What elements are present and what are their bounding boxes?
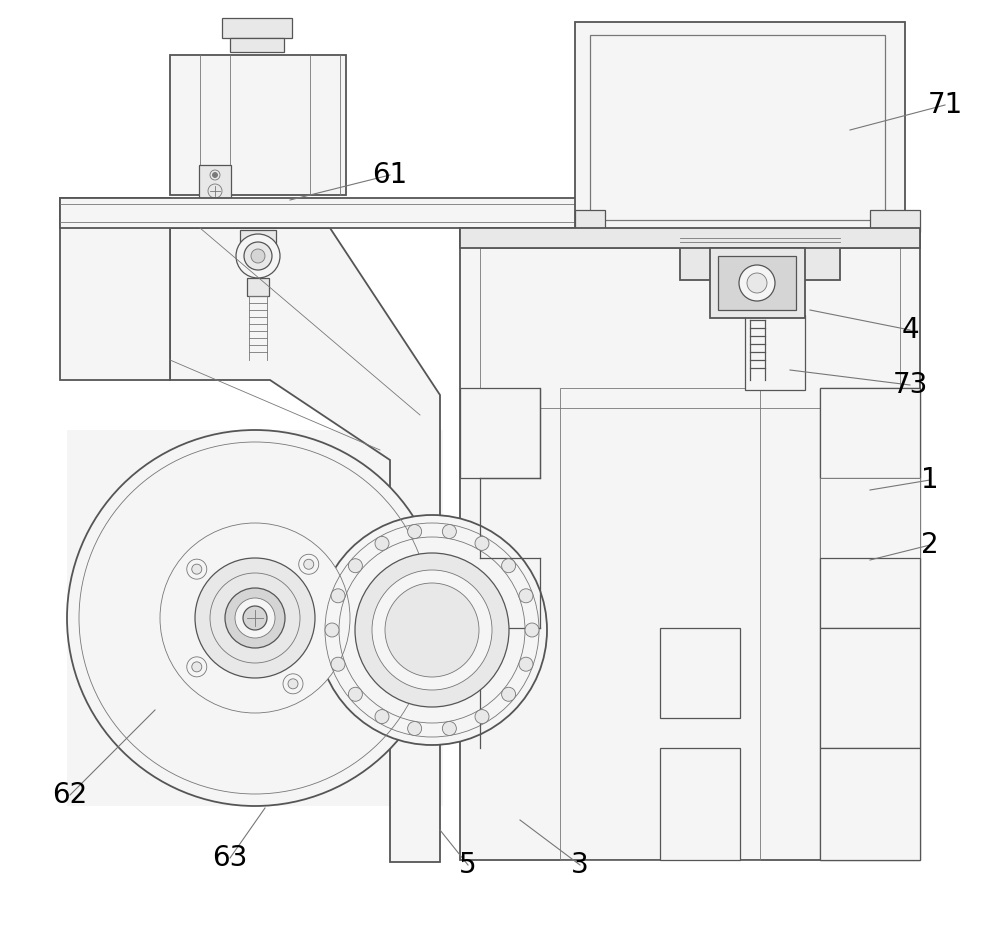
Circle shape: [235, 598, 275, 638]
Bar: [820, 388, 920, 478]
Circle shape: [283, 674, 303, 694]
Bar: [480, 248, 900, 408]
Text: 63: 63: [212, 844, 248, 872]
Circle shape: [519, 589, 533, 603]
Circle shape: [475, 709, 489, 723]
Text: 61: 61: [372, 161, 408, 189]
Bar: [660, 628, 740, 718]
Bar: [60, 198, 760, 228]
Bar: [575, 210, 605, 232]
Bar: [820, 748, 920, 860]
Circle shape: [317, 515, 547, 745]
Bar: [590, 35, 885, 220]
Circle shape: [331, 657, 345, 671]
Circle shape: [739, 265, 775, 301]
Circle shape: [408, 524, 422, 539]
Circle shape: [299, 555, 319, 574]
Bar: [222, 18, 292, 38]
Bar: [560, 388, 760, 860]
Polygon shape: [170, 228, 440, 862]
Circle shape: [375, 709, 389, 723]
Bar: [460, 228, 920, 860]
Bar: [575, 22, 905, 232]
Circle shape: [192, 564, 202, 574]
Bar: [820, 558, 920, 628]
Circle shape: [747, 273, 767, 293]
Circle shape: [210, 573, 300, 663]
Circle shape: [502, 558, 516, 572]
Text: 5: 5: [459, 851, 477, 879]
Text: 4: 4: [901, 316, 919, 344]
Circle shape: [187, 657, 207, 677]
Bar: [730, 208, 760, 226]
Bar: [460, 228, 920, 248]
Bar: [745, 315, 805, 390]
Bar: [240, 230, 276, 250]
Bar: [710, 248, 805, 318]
Circle shape: [236, 234, 280, 278]
Circle shape: [408, 721, 422, 735]
Circle shape: [288, 679, 298, 689]
Circle shape: [475, 536, 489, 550]
Circle shape: [331, 589, 345, 603]
Circle shape: [375, 536, 389, 550]
Text: 2: 2: [921, 531, 939, 559]
Bar: [170, 55, 346, 195]
Bar: [820, 388, 920, 860]
Bar: [870, 210, 920, 232]
Bar: [820, 628, 920, 748]
Circle shape: [67, 430, 443, 806]
Circle shape: [348, 558, 362, 572]
Circle shape: [502, 687, 516, 701]
Circle shape: [251, 249, 265, 263]
Bar: [660, 748, 740, 860]
Circle shape: [348, 687, 362, 701]
Circle shape: [195, 558, 315, 678]
Text: 73: 73: [892, 371, 928, 399]
Bar: [718, 256, 796, 310]
Bar: [199, 165, 231, 200]
Circle shape: [442, 524, 456, 539]
Circle shape: [192, 662, 202, 672]
Circle shape: [160, 523, 350, 713]
Circle shape: [519, 657, 533, 671]
Text: 1: 1: [921, 466, 939, 494]
Bar: [460, 388, 540, 478]
Circle shape: [385, 583, 479, 677]
Bar: [230, 38, 284, 52]
Circle shape: [244, 242, 272, 270]
Circle shape: [187, 559, 207, 579]
Circle shape: [243, 606, 267, 630]
Bar: [820, 478, 920, 558]
Circle shape: [442, 721, 456, 735]
Circle shape: [213, 173, 217, 177]
Bar: [67, 430, 443, 806]
Circle shape: [304, 559, 314, 569]
Circle shape: [212, 172, 218, 178]
Bar: [247, 278, 269, 296]
Bar: [680, 235, 840, 280]
Text: 3: 3: [571, 851, 589, 879]
Circle shape: [355, 553, 509, 707]
Text: 71: 71: [927, 91, 963, 119]
Circle shape: [525, 623, 539, 637]
Text: 62: 62: [52, 781, 88, 809]
Circle shape: [225, 588, 285, 648]
Polygon shape: [60, 198, 170, 380]
Circle shape: [372, 570, 492, 690]
Circle shape: [325, 623, 339, 637]
